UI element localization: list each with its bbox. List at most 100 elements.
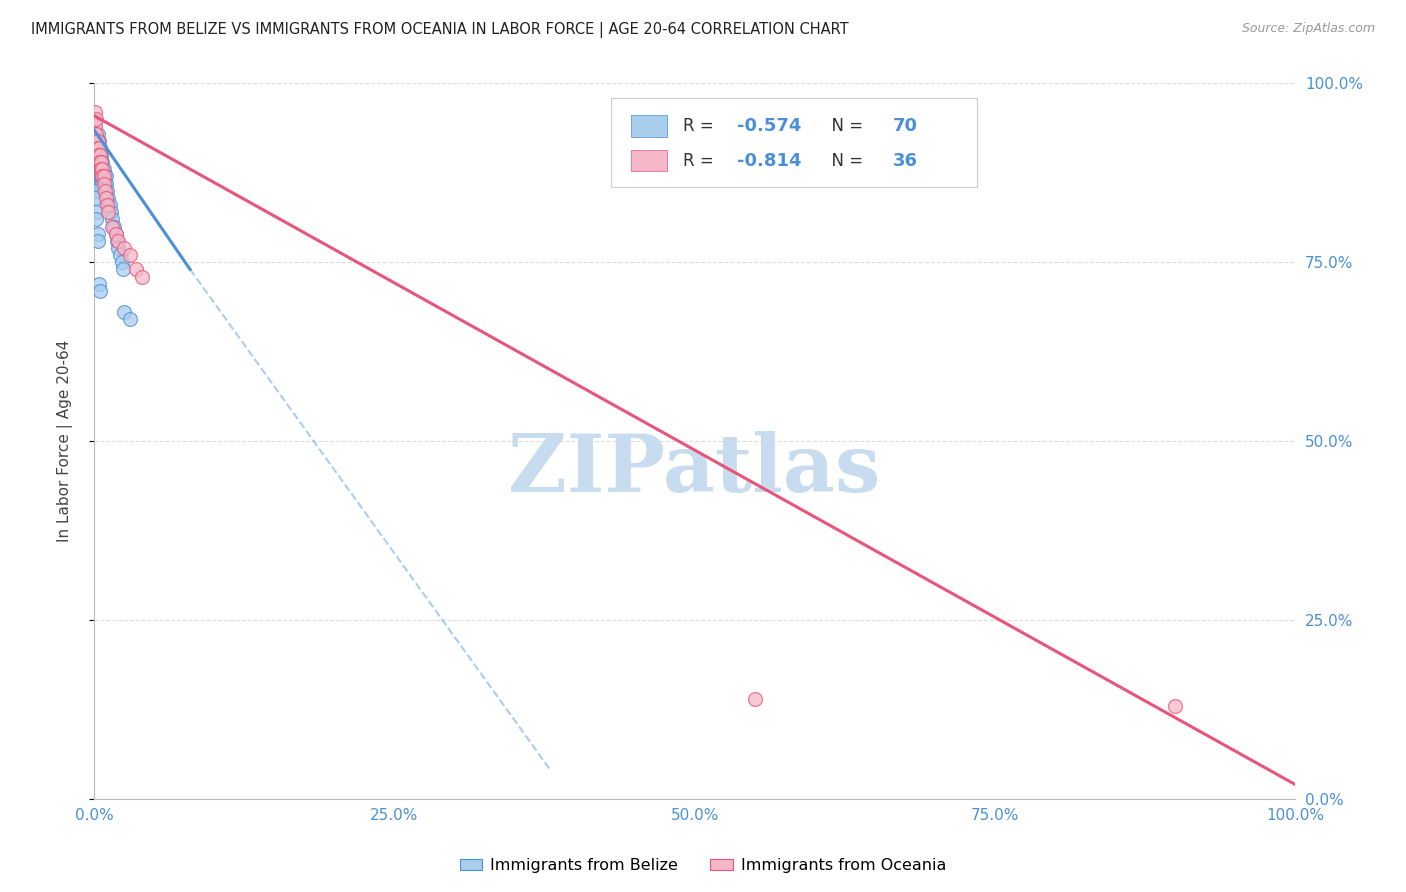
- Point: [84, 105, 107, 120]
- Text: -0.814: -0.814: [737, 152, 801, 169]
- Point: [91, 177, 114, 191]
- Point: [86, 169, 108, 184]
- Point: [103, 219, 125, 234]
- Point: [86, 155, 108, 169]
- Point: [125, 262, 148, 277]
- Point: [87, 141, 110, 155]
- Point: [86, 162, 108, 177]
- Point: [111, 262, 134, 277]
- Point: [118, 312, 141, 326]
- Point: [87, 148, 110, 162]
- Point: [97, 198, 120, 212]
- Point: [86, 184, 108, 198]
- Point: [96, 184, 118, 198]
- Point: [86, 227, 108, 241]
- Point: [87, 169, 110, 184]
- Point: [94, 169, 117, 184]
- Point: [86, 148, 108, 162]
- Point: [93, 177, 115, 191]
- Point: [86, 155, 108, 169]
- Point: [89, 148, 111, 162]
- Point: [86, 127, 108, 141]
- Point: [89, 141, 111, 155]
- Point: [87, 155, 110, 169]
- Point: [86, 205, 108, 219]
- Point: [87, 134, 110, 148]
- Point: [100, 205, 122, 219]
- Point: [97, 205, 120, 219]
- Point: [86, 112, 108, 127]
- Point: [111, 255, 134, 269]
- Point: [86, 212, 108, 227]
- Point: [104, 227, 127, 241]
- Point: [87, 277, 110, 291]
- Point: [101, 212, 124, 227]
- Point: [93, 177, 115, 191]
- Point: [86, 134, 108, 148]
- Point: [110, 248, 132, 262]
- Point: [91, 155, 114, 169]
- Y-axis label: In Labor Force | Age 20-64: In Labor Force | Age 20-64: [58, 340, 73, 542]
- Point: [96, 198, 118, 212]
- Point: [98, 198, 121, 212]
- Point: [86, 169, 108, 184]
- Point: [86, 127, 108, 141]
- Point: [89, 155, 111, 169]
- Point: [89, 162, 111, 177]
- Text: R =: R =: [682, 152, 718, 169]
- Point: [86, 148, 108, 162]
- Point: [84, 191, 107, 205]
- Point: [91, 169, 114, 184]
- Point: [107, 234, 129, 248]
- Text: N =: N =: [821, 117, 868, 135]
- Point: [86, 134, 108, 148]
- Legend: Immigrants from Belize, Immigrants from Oceania: Immigrants from Belize, Immigrants from …: [454, 852, 952, 880]
- Text: Source: ZipAtlas.com: Source: ZipAtlas.com: [1241, 22, 1375, 36]
- Point: [86, 141, 108, 155]
- Point: [87, 141, 110, 155]
- Point: [97, 191, 120, 205]
- Point: [94, 191, 117, 205]
- Point: [87, 177, 110, 191]
- Point: [84, 184, 107, 198]
- Point: [94, 177, 117, 191]
- Point: [112, 305, 135, 319]
- Point: [89, 284, 111, 298]
- Point: [86, 141, 108, 155]
- Point: [131, 269, 153, 284]
- Point: [94, 184, 117, 198]
- Point: [103, 219, 125, 234]
- Point: [91, 169, 114, 184]
- Point: [84, 120, 107, 134]
- Point: [89, 162, 111, 177]
- Point: [86, 234, 108, 248]
- Point: [86, 134, 108, 148]
- Point: [86, 162, 108, 177]
- Point: [112, 241, 135, 255]
- Point: [90, 155, 112, 169]
- FancyBboxPatch shape: [631, 150, 666, 171]
- Point: [101, 219, 124, 234]
- Point: [93, 169, 115, 184]
- Text: 70: 70: [893, 117, 918, 135]
- Point: [87, 148, 110, 162]
- FancyBboxPatch shape: [631, 115, 666, 136]
- Point: [90, 162, 112, 177]
- Point: [90, 177, 112, 191]
- Point: [744, 691, 766, 706]
- FancyBboxPatch shape: [610, 98, 977, 187]
- Point: [104, 227, 127, 241]
- Point: [90, 155, 112, 169]
- Point: [118, 248, 141, 262]
- Point: [94, 177, 117, 191]
- Point: [89, 148, 111, 162]
- Point: [86, 141, 108, 155]
- Point: [84, 148, 107, 162]
- Point: [90, 169, 112, 184]
- Point: [86, 134, 108, 148]
- Point: [87, 162, 110, 177]
- Point: [86, 155, 108, 169]
- Text: N =: N =: [821, 152, 868, 169]
- Point: [87, 155, 110, 169]
- Point: [105, 234, 128, 248]
